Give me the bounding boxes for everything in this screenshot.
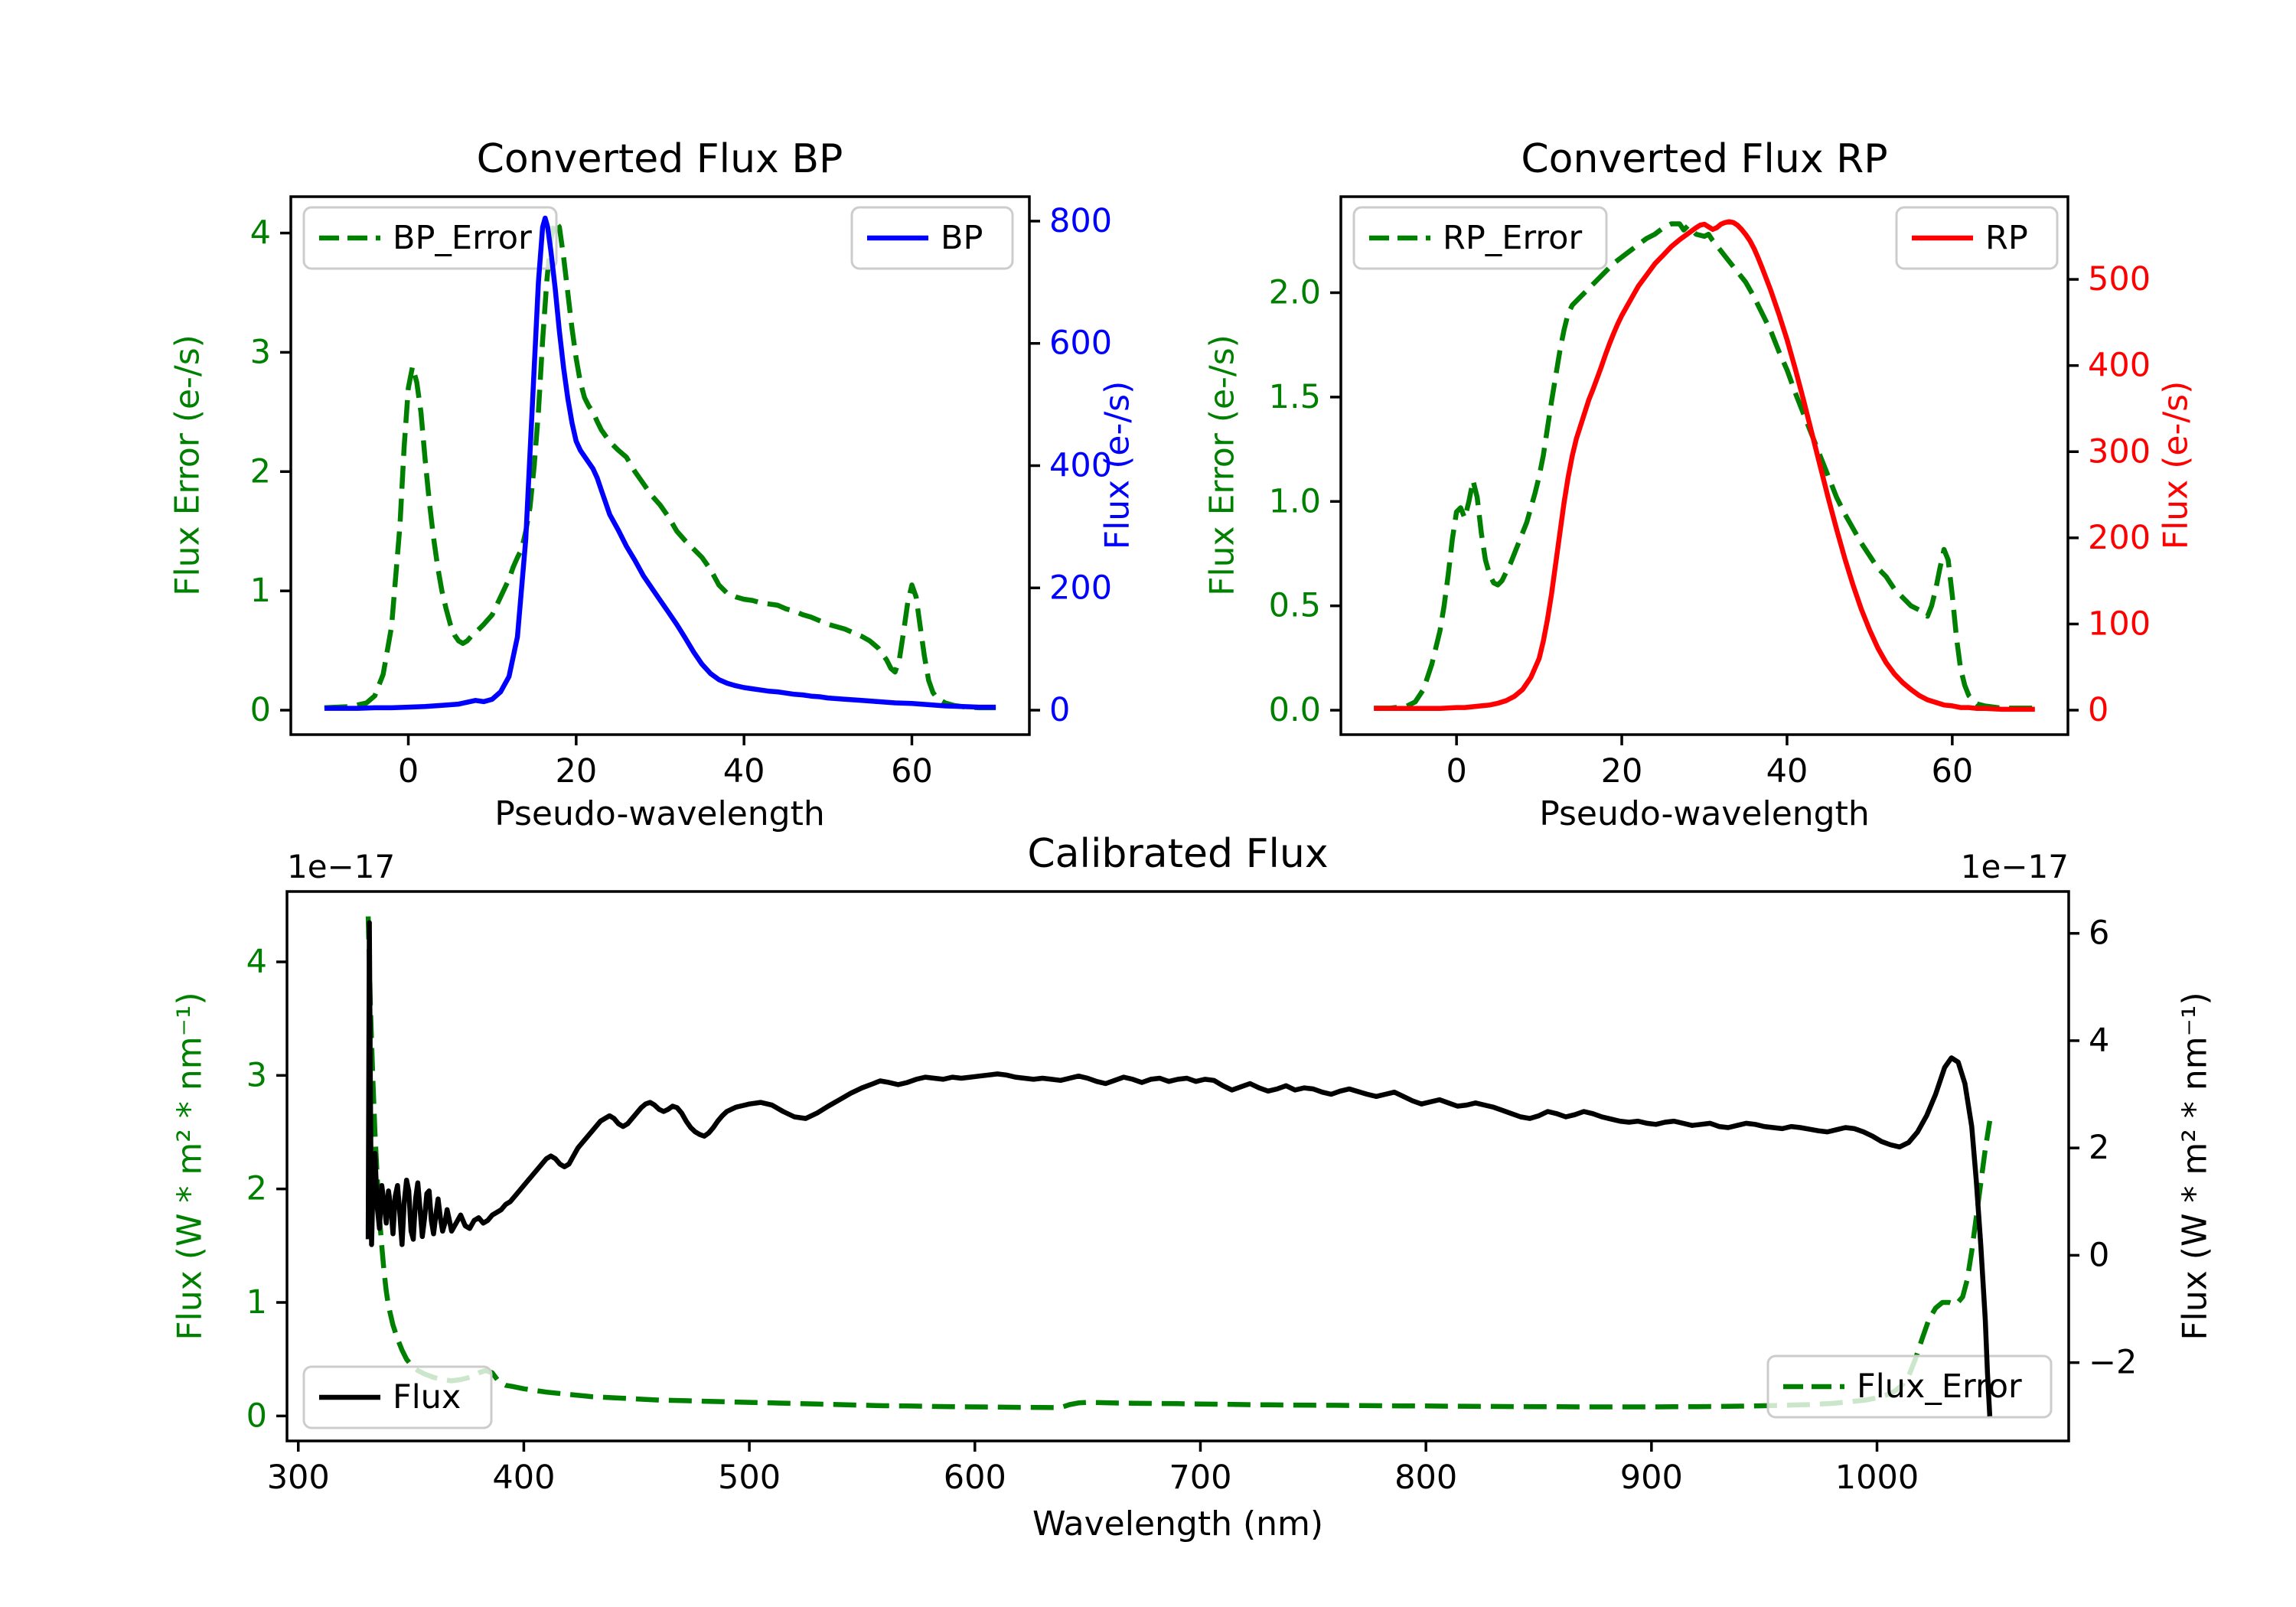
y-tick-label-left: 1 [250,572,271,610]
y-tick-label-left: 0 [246,1397,267,1435]
legend-label: BP_Error [393,219,532,257]
y-tick-label-left: 2.0 [1269,273,1321,311]
y-tick-label-left: 4 [246,943,267,981]
y-tick-label-left: 4 [250,214,271,253]
y-tick-label-right: 500 [2088,260,2151,298]
x-tick-label: 20 [1601,752,1643,790]
y-tick-label-right: 200 [1049,569,1112,607]
bp-plot-title: Converted Flux BP [476,136,843,182]
legend-label: RP [1985,219,2028,257]
bp-yaxis-right-label: Flux (e-/s) [1097,380,1137,550]
y-tick-label-left: 3 [246,1056,267,1094]
cal-plot-area [365,916,1993,1410]
legend-box [302,1365,493,1429]
rp-legend: RP [1895,206,2059,270]
flux-legend: Flux [302,1365,493,1429]
x-tick-label: 60 [891,752,933,790]
y-tick-label-left: 2 [250,452,271,491]
bp-yaxis-left-label: Flux Error (e-/s) [168,334,207,596]
rp-xaxis-label: Pseudo-wavelength [1539,794,1870,833]
legend-label: Flux_Error [1857,1367,2022,1406]
legend-box [1895,206,2059,270]
x-tick-label: 500 [718,1459,781,1497]
y-tick-label-right: 0 [2088,691,2108,729]
legend-label: RP_Error [1443,219,1582,257]
x-tick-label: 600 [944,1459,1006,1497]
bp-xaxis-label: Pseudo-wavelength [494,794,825,833]
rp-yaxis-right-label: Flux (e-/s) [2156,380,2196,550]
y-tick-label-left: 0.5 [1269,587,1321,625]
y-tick-label-right: 400 [1049,447,1112,485]
bp-legend: BP [850,206,1014,270]
y-tick-label-right: 100 [2088,605,2151,643]
flux_error-line [365,916,1993,1410]
flux_error-legend: Flux_Error [1766,1354,2053,1419]
x-tick-label: 1000 [1835,1459,1919,1497]
calibrated-yaxis-left-label: Flux (W * m² * nm⁻¹) [170,992,210,1341]
bp_error-line [324,218,996,711]
y-tick-label-right: 300 [2088,432,2151,471]
right-axis-exponent-offset: 1e−17 [1960,848,2069,885]
rp_error-line [1374,221,2035,711]
y-tick-label-left: 0.0 [1269,691,1321,729]
y-tick-label-right: 200 [2088,519,2151,557]
legend-box [1352,206,1608,270]
y-tick-label-right: 4 [2089,1022,2109,1060]
x-tick-label: 40 [1766,752,1808,790]
x-tick-label: 60 [1932,752,1974,790]
legend-box [302,206,558,270]
y-tick-label-right: −2 [2089,1344,2137,1382]
x-tick-label: 20 [555,752,597,790]
y-tick-label-left: 0 [250,691,271,729]
legend-box [1766,1354,2053,1419]
x-tick-label: 0 [1446,752,1466,790]
rp-axes-spines [1339,195,2069,736]
bp_error-legend: BP_Error [302,206,558,270]
y-tick-label-right: 0 [2089,1236,2109,1274]
y-tick-label-left: 1.0 [1269,482,1321,520]
x-tick-label: 300 [267,1459,330,1497]
legend-box [850,206,1014,270]
x-tick-label: 700 [1169,1459,1231,1497]
left-axis-exponent-offset: 1e−17 [287,848,396,885]
calibrated-plot-title: Calibrated Flux [1027,831,1329,877]
y-tick-label-left: 1 [246,1283,267,1322]
calibrated-yaxis-right-label: Flux (W * m² * nm⁻¹) [2175,992,2215,1341]
cal-axes-spines [285,890,2070,1442]
y-tick-label-right: 400 [2088,347,2151,385]
y-tick-label-right: 2 [2089,1129,2109,1167]
rp_error-legend: RP_Error [1352,206,1608,270]
bp-line [324,215,996,711]
calibrated-xaxis-label: Wavelength (nm) [1032,1504,1324,1543]
y-tick-label-left: 2 [246,1170,267,1208]
flux-line [365,920,1993,1416]
legend-label: Flux [393,1378,461,1416]
y-tick-label-left: 1.5 [1269,378,1321,416]
x-tick-label: 400 [492,1459,555,1497]
bp-axes-spines [289,195,1031,736]
x-tick-label: 40 [723,752,765,790]
rp-plot-title: Converted Flux RP [1521,136,1888,182]
y-tick-label-left: 3 [250,333,271,371]
legend-label: BP [941,219,983,257]
x-tick-label: 0 [398,752,419,790]
bp-plot-area [324,218,996,711]
rp-line [1374,219,2035,712]
rp-yaxis-left-label: Flux Error (e-/s) [1202,334,1242,596]
y-tick-label-right: 0 [1049,691,1070,729]
y-tick-label-right: 6 [2089,914,2109,953]
y-tick-label-right: 800 [1049,202,1112,240]
x-tick-label: 900 [1620,1459,1683,1497]
y-tick-label-right: 600 [1049,324,1112,363]
rp-plot-area [1374,221,2035,711]
x-tick-label: 800 [1394,1459,1457,1497]
